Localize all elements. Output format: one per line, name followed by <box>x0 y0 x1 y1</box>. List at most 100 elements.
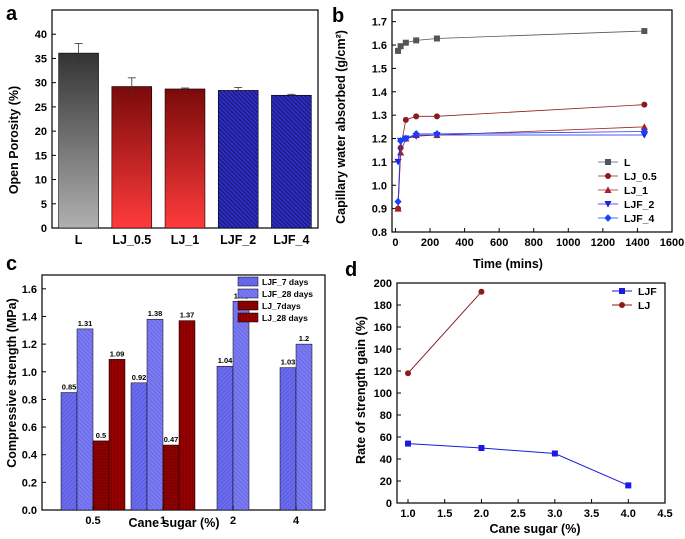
chart-c-xtick-label: 1 <box>160 515 166 527</box>
chart-c-bar <box>130 382 148 511</box>
chart-b-point <box>413 113 420 120</box>
chart-a-xtick-label: LJF_4 <box>273 233 309 247</box>
chart-b-ytick-label: 0.9 <box>372 204 387 216</box>
chart-c-data-label: 0.92 <box>132 373 147 382</box>
chart-c-data-label: 1.03 <box>281 358 296 367</box>
chart-d-legend-marker <box>619 302 625 308</box>
chart-b-point <box>397 136 405 145</box>
chart-c-data-label: 1.04 <box>218 356 233 365</box>
chart-d-frame <box>396 282 666 504</box>
chart-c-legend-label: LJF_28 days <box>262 289 313 299</box>
chart-d-strength-gain: Rate of strength gain (%) Cane sugar (%)… <box>354 278 673 536</box>
chart-d-ytick-label: 0 <box>386 498 392 510</box>
chart-a-bar <box>217 90 259 229</box>
chart-c-legend-swatch <box>237 312 259 323</box>
chart-a-ylabel: Open Porosity (%) <box>7 86 21 194</box>
chart-b-frame <box>391 9 673 233</box>
chart-d-xtick-label: 4.0 <box>621 508 636 520</box>
chart-b-legend-marker <box>605 159 611 165</box>
chart-b-legend-label: LJF_4 <box>624 213 655 225</box>
chart-c-data-label: 1.2 <box>299 334 309 343</box>
chart-b-xtick-label: 200 <box>421 237 439 249</box>
chart-d-ytick-label: 40 <box>380 454 392 466</box>
chart-b-ytick-label: 1.6 <box>372 40 387 52</box>
chart-c-legend-swatch <box>237 300 259 311</box>
chart-b-point <box>402 134 410 143</box>
chart-c-legend-swatch <box>237 288 259 299</box>
chart-d-point <box>405 440 412 447</box>
chart-b-xtick-label: 0 <box>392 237 398 249</box>
chart-b-point <box>641 28 648 35</box>
chart-b-xtick-label: 1600 <box>660 237 684 249</box>
chart-d-ytick-label: 60 <box>380 432 392 444</box>
chart-b-xtick-label: 800 <box>525 237 543 249</box>
chart-c-ylabel: Compressive strength (MPa) <box>5 298 19 467</box>
chart-b-legend-marker <box>605 173 611 179</box>
chart-c-ytick-label: 1.6 <box>22 284 37 296</box>
chart-c-xtick-label: 4 <box>293 515 300 527</box>
chart-b-xtick-label: 600 <box>490 237 508 249</box>
chart-b-series-line-3 <box>397 134 645 162</box>
chart-d-point <box>625 482 632 489</box>
chart-d-xtick-label: 2.0 <box>474 508 489 520</box>
chart-d-xtick-label: 3.0 <box>547 508 562 520</box>
chart-d-point <box>478 288 485 295</box>
chart-a-ytick-label: 20 <box>35 126 47 138</box>
chart-a-bar <box>58 52 99 229</box>
chart-c-ytick-label: 0.8 <box>22 394 37 406</box>
chart-c-xlabel: Cane sugar (%) <box>129 516 220 530</box>
chart-b-ytick-label: 0.8 <box>372 227 387 239</box>
chart-b-point <box>433 35 440 42</box>
chart-c-data-label: 0.5 <box>96 431 106 440</box>
chart-b-ytick-label: 1.5 <box>372 63 387 75</box>
chart-c-bar <box>178 320 196 511</box>
chart-c-legend-label: LJF_7 days <box>262 277 309 287</box>
chart-d-legend-label: LJ <box>638 300 650 312</box>
chart-b-ytick-label: 1.4 <box>372 87 388 99</box>
chart-b-xlabel: Time (mins) <box>473 257 543 271</box>
chart-b-xtick-label: 400 <box>455 237 473 249</box>
chart-b-capillary-absorption: Capillary water absorbed (g/cm²) Time (m… <box>334 9 684 271</box>
chart-b-point <box>640 127 648 136</box>
chart-c-ytick-label: 0.2 <box>22 477 37 489</box>
chart-c-compressive-strength: Compressive strength (MPa) Cane sugar (%… <box>5 274 326 530</box>
chart-d-ytick-label: 200 <box>374 278 392 290</box>
chart-b-ytick-label: 1.3 <box>372 110 387 122</box>
chart-a-bar <box>111 86 153 229</box>
chart-c-data-label: 0.85 <box>62 383 77 392</box>
chart-b-legend-label: LJ_1 <box>624 185 648 197</box>
chart-b-point <box>433 129 441 138</box>
chart-d-ytick-label: 100 <box>374 388 392 400</box>
chart-d-xtick-label: 2.5 <box>511 508 526 520</box>
chart-c-bar <box>60 392 78 511</box>
chart-c-bar <box>216 365 234 511</box>
chart-c-ytick-label: 0.6 <box>22 422 37 434</box>
chart-a-xtick-label: LJ_1 <box>171 233 200 247</box>
chart-c-ytick-label: 0.0 <box>22 505 37 517</box>
chart-c-data-label: 1.38 <box>148 309 163 318</box>
chart-d-ytick-label: 160 <box>374 322 392 334</box>
chart-b-legend-marker <box>604 186 612 193</box>
chart-b-legend-label: LJ_0.5 <box>624 171 657 183</box>
chart-d-legend-label: LJF <box>638 286 657 298</box>
chart-d-ytick-label: 120 <box>374 366 392 378</box>
chart-a-ytick-label: 15 <box>35 150 47 162</box>
chart-c-legend-label: LJ_28 days <box>262 313 308 323</box>
chart-c-bar <box>162 444 180 511</box>
chart-d-series-line-1 <box>407 291 482 374</box>
chart-d-xtick-label: 3.5 <box>584 508 599 520</box>
chart-b-point <box>433 113 440 120</box>
chart-a-ytick-label: 25 <box>35 102 47 114</box>
chart-a-ytick-label: 30 <box>35 78 47 90</box>
chart-b-xtick-label: 1000 <box>556 237 580 249</box>
panel-label-b: b <box>332 5 344 27</box>
chart-b-xtick-label: 1200 <box>591 237 615 249</box>
chart-b-ytick-label: 1.7 <box>372 17 387 29</box>
chart-b-point <box>395 47 402 54</box>
chart-c-bar <box>232 301 250 511</box>
chart-b-ylabel: Capillary water absorbed (g/cm²) <box>334 30 348 224</box>
chart-b-series-line-4 <box>397 131 645 202</box>
chart-b-legend-marker <box>604 214 612 222</box>
chart-a-ytick-label: 5 <box>41 199 47 211</box>
